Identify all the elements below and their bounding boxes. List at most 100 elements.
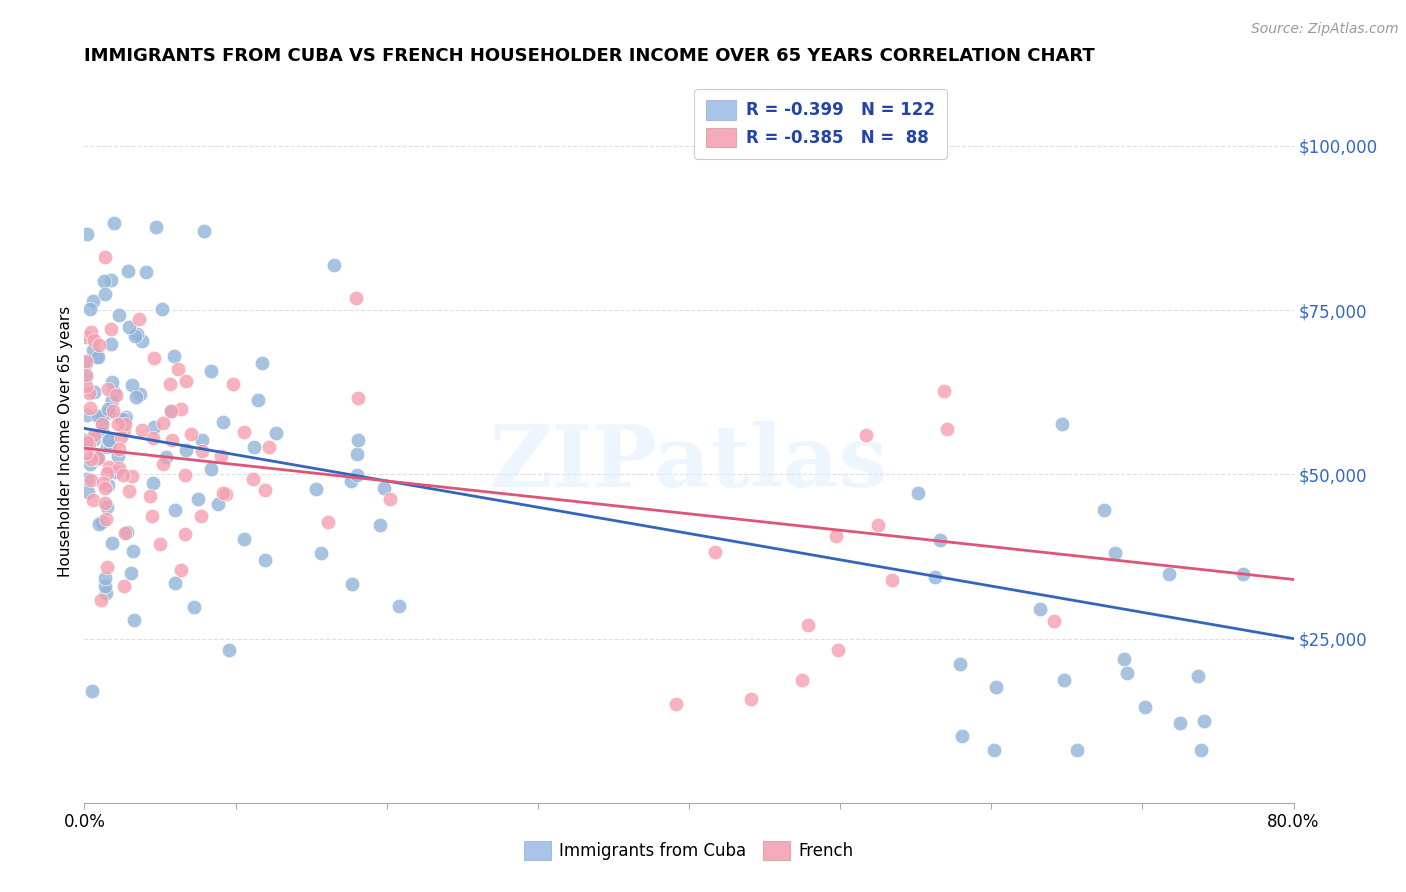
Point bbox=[83, 427, 105, 442]
Point bbox=[79, 326, 101, 340]
Point bbox=[110, 430, 132, 444]
Point bbox=[97, 460, 120, 475]
Point bbox=[82, 293, 104, 308]
Point bbox=[97, 401, 120, 416]
Point bbox=[90, 412, 112, 426]
Point bbox=[96, 440, 118, 454]
Point bbox=[212, 486, 235, 500]
Point bbox=[1189, 743, 1212, 757]
Point bbox=[122, 544, 145, 558]
Point bbox=[79, 302, 101, 317]
Point bbox=[96, 382, 118, 396]
Point bbox=[305, 483, 328, 497]
Point bbox=[207, 497, 229, 511]
Point bbox=[160, 433, 183, 447]
Point bbox=[87, 450, 110, 465]
Point bbox=[174, 442, 197, 457]
Point bbox=[212, 415, 235, 429]
Point bbox=[121, 469, 143, 483]
Point bbox=[100, 322, 122, 336]
Point bbox=[309, 546, 332, 560]
Point bbox=[882, 574, 904, 588]
Point bbox=[96, 500, 118, 514]
Point bbox=[222, 376, 245, 391]
Point bbox=[233, 532, 256, 546]
Point bbox=[1116, 666, 1139, 681]
Point bbox=[114, 411, 136, 425]
Point bbox=[98, 439, 121, 453]
Point bbox=[388, 599, 411, 613]
Point bbox=[75, 446, 97, 460]
Point bbox=[191, 443, 214, 458]
Point bbox=[1066, 743, 1088, 757]
Point bbox=[86, 452, 108, 467]
Point bbox=[928, 533, 950, 547]
Point bbox=[218, 643, 240, 657]
Point bbox=[183, 600, 205, 615]
Point bbox=[112, 467, 135, 482]
Point bbox=[200, 363, 222, 377]
Point bbox=[935, 422, 957, 436]
Point bbox=[907, 486, 929, 500]
Point bbox=[665, 698, 688, 712]
Point bbox=[82, 492, 104, 507]
Point bbox=[131, 423, 153, 437]
Point bbox=[233, 425, 256, 439]
Point bbox=[243, 440, 266, 454]
Point bbox=[114, 417, 136, 431]
Point bbox=[142, 476, 165, 491]
Point bbox=[101, 536, 124, 550]
Point bbox=[149, 537, 172, 551]
Point bbox=[83, 432, 105, 446]
Point bbox=[122, 613, 145, 627]
Point bbox=[76, 408, 98, 422]
Point bbox=[322, 258, 344, 272]
Point bbox=[347, 434, 370, 448]
Point bbox=[93, 274, 115, 288]
Point bbox=[93, 286, 115, 301]
Point bbox=[704, 545, 727, 559]
Point bbox=[96, 560, 118, 574]
Point bbox=[103, 385, 125, 400]
Point bbox=[75, 433, 97, 447]
Point bbox=[1029, 601, 1052, 615]
Point bbox=[984, 680, 1007, 694]
Point bbox=[1050, 417, 1073, 431]
Point bbox=[1114, 652, 1136, 666]
Point bbox=[152, 301, 174, 316]
Point bbox=[346, 468, 368, 483]
Point bbox=[97, 433, 120, 447]
Point bbox=[790, 673, 813, 688]
Point bbox=[1168, 716, 1191, 731]
Point bbox=[1157, 566, 1180, 581]
Point bbox=[1187, 669, 1209, 683]
Point bbox=[83, 384, 105, 399]
Point bbox=[1232, 566, 1254, 581]
Point bbox=[160, 403, 183, 417]
Point bbox=[163, 575, 186, 590]
Point bbox=[174, 374, 197, 388]
Point bbox=[75, 353, 97, 368]
Point bbox=[152, 457, 174, 471]
Point bbox=[950, 729, 973, 743]
Point bbox=[100, 273, 122, 287]
Point bbox=[94, 250, 117, 264]
Point bbox=[112, 423, 135, 437]
Point bbox=[165, 502, 187, 516]
Point bbox=[316, 515, 339, 529]
Point bbox=[80, 473, 103, 487]
Point bbox=[94, 579, 117, 593]
Point bbox=[97, 405, 120, 419]
Point bbox=[209, 450, 232, 464]
Point bbox=[103, 216, 125, 230]
Point bbox=[215, 487, 238, 501]
Point bbox=[1192, 714, 1215, 728]
Point bbox=[825, 529, 848, 543]
Point bbox=[253, 483, 276, 497]
Point bbox=[90, 424, 112, 438]
Point bbox=[91, 416, 114, 430]
Point bbox=[75, 368, 97, 383]
Point bbox=[142, 420, 165, 434]
Point bbox=[200, 462, 222, 476]
Point bbox=[983, 743, 1005, 757]
